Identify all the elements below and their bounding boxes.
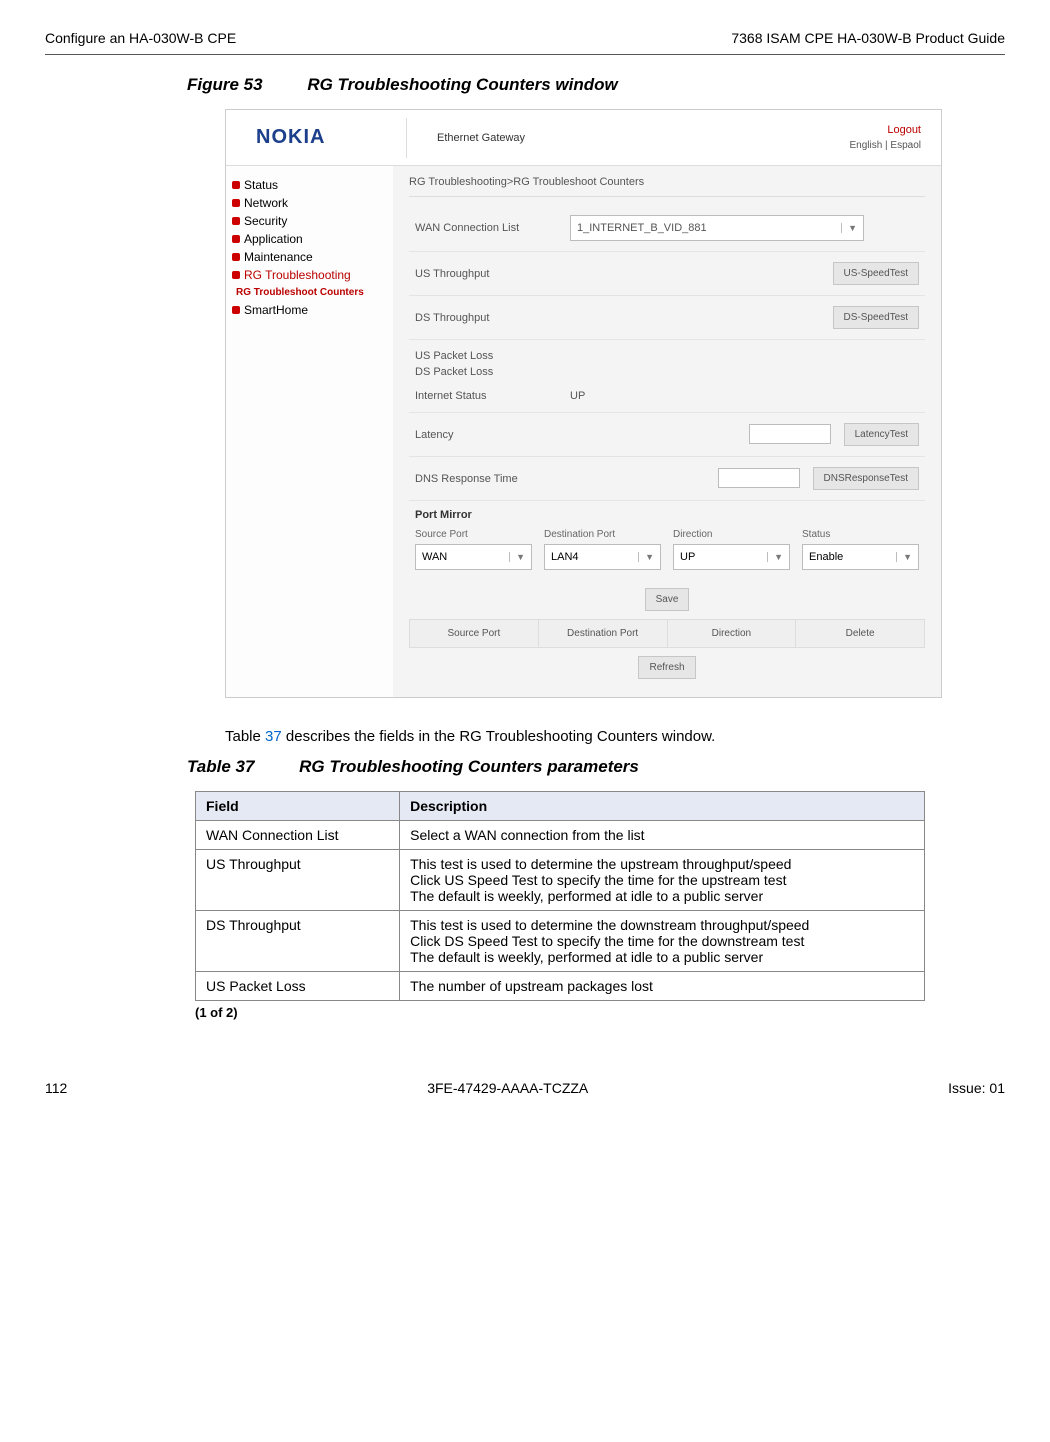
nav-security[interactable]: Security <box>232 212 387 230</box>
wan-select[interactable]: 1_INTERNET_B_VID_881 ▼ <box>570 215 864 241</box>
direction-label: Direction <box>673 529 790 540</box>
status-select[interactable]: Enable▼ <box>802 544 919 570</box>
logout-link[interactable]: Logout <box>849 124 921 136</box>
side-nav: Status Network Security Application Main… <box>226 166 393 697</box>
nav-sub-counters[interactable]: RG Troubleshoot Counters <box>232 287 387 298</box>
ds-speedtest-button[interactable]: DS-SpeedTest <box>833 306 919 329</box>
chevron-down-icon: ▼ <box>767 552 783 562</box>
screenshot-content: RG Troubleshooting>RG Troubleshoot Count… <box>393 166 941 697</box>
page-number: 112 <box>45 1080 67 1096</box>
gateway-title: Ethernet Gateway <box>407 132 849 144</box>
src-port-select[interactable]: WAN▼ <box>415 544 532 570</box>
nav-network[interactable]: Network <box>232 194 387 212</box>
nav-rg-troubleshooting[interactable]: RG Troubleshooting <box>232 266 387 284</box>
us-speedtest-button[interactable]: US-SpeedTest <box>833 262 919 285</box>
wan-label: WAN Connection List <box>415 222 570 234</box>
internet-status-value: UP <box>570 390 919 402</box>
th-delete: Delete <box>796 620 924 647</box>
th-field: Field <box>196 792 400 821</box>
figure-caption: RG Troubleshooting Counters window <box>307 75 617 94</box>
language-links[interactable]: English | Espaol <box>849 140 921 151</box>
dns-test-button[interactable]: DNSResponseTest <box>813 467 919 490</box>
latency-input[interactable] <box>749 424 831 444</box>
nav-status[interactable]: Status <box>232 176 387 194</box>
figure-label: Figure 53 <box>187 75 263 94</box>
page-note: (1 of 2) <box>195 1005 1005 1020</box>
breadcrumb: RG Troubleshooting>RG Troubleshoot Count… <box>409 176 925 197</box>
table-link[interactable]: 37 <box>265 728 282 745</box>
chevron-down-icon: ▼ <box>638 552 654 562</box>
table-label: Table 37 <box>187 757 254 776</box>
table-row: WAN Connection List Select a WAN connect… <box>196 821 925 850</box>
header-rule <box>45 54 1005 55</box>
page-footer: 112 3FE-47429-AAAA-TCZZA Issue: 01 <box>45 1080 1005 1096</box>
screenshot: NOKIA Ethernet Gateway Logout English | … <box>225 109 942 698</box>
us-throughput-label: US Throughput <box>415 268 570 280</box>
ds-packet-loss-label: DS Packet Loss <box>415 366 570 378</box>
table-caption: RG Troubleshooting Counters parameters <box>299 757 639 776</box>
dst-port-label: Destination Port <box>544 529 661 540</box>
latency-label: Latency <box>415 429 570 441</box>
chevron-down-icon: ▼ <box>841 223 857 233</box>
table-row: US Packet Loss The number of upstream pa… <box>196 972 925 1001</box>
internet-status-label: Internet Status <box>415 390 570 402</box>
body-caption: Table 37 describes the fields in the RG … <box>225 728 1005 745</box>
th-direction: Direction <box>668 620 797 647</box>
th-dest-port: Destination Port <box>539 620 668 647</box>
issue: Issue: 01 <box>948 1080 1005 1096</box>
table-row: US Throughput This test is used to deter… <box>196 850 925 911</box>
screenshot-topbar: NOKIA Ethernet Gateway Logout English | … <box>226 110 941 166</box>
port-mirror-table-header: Source Port Destination Port Direction D… <box>409 619 925 648</box>
th-description: Description <box>400 792 925 821</box>
ds-throughput-label: DS Throughput <box>415 312 570 324</box>
chevron-down-icon: ▼ <box>896 552 912 562</box>
header-right: 7368 ISAM CPE HA-030W-B Product Guide <box>731 30 1005 46</box>
dns-label: DNS Response Time <box>415 473 570 485</box>
dns-input[interactable] <box>718 468 800 488</box>
page-header: Configure an HA-030W-B CPE 7368 ISAM CPE… <box>45 30 1005 46</box>
parameter-table: Field Description WAN Connection List Se… <box>195 791 925 1001</box>
us-packet-loss-label: US Packet Loss <box>415 350 570 362</box>
refresh-button[interactable]: Refresh <box>638 656 695 679</box>
figure-title: Figure 53 RG Troubleshooting Counters wi… <box>187 75 1005 95</box>
chevron-down-icon: ▼ <box>509 552 525 562</box>
dst-port-select[interactable]: LAN4▼ <box>544 544 661 570</box>
nav-smarthome[interactable]: SmartHome <box>232 301 387 319</box>
direction-select[interactable]: UP▼ <box>673 544 790 570</box>
header-left: Configure an HA-030W-B CPE <box>45 30 236 46</box>
doc-id: 3FE-47429-AAAA-TCZZA <box>427 1080 588 1096</box>
status-label: Status <box>802 529 919 540</box>
table-row: DS Throughput This test is used to deter… <box>196 911 925 972</box>
port-mirror-title: Port Mirror <box>409 501 925 525</box>
save-button[interactable]: Save <box>645 588 690 611</box>
nav-application[interactable]: Application <box>232 230 387 248</box>
table-title: Table 37 RG Troubleshooting Counters par… <box>187 757 1005 777</box>
th-source-port: Source Port <box>410 620 539 647</box>
latency-test-button[interactable]: LatencyTest <box>844 423 919 446</box>
src-port-label: Source Port <box>415 529 532 540</box>
nav-maintenance[interactable]: Maintenance <box>232 248 387 266</box>
nokia-logo: NOKIA <box>226 126 406 149</box>
